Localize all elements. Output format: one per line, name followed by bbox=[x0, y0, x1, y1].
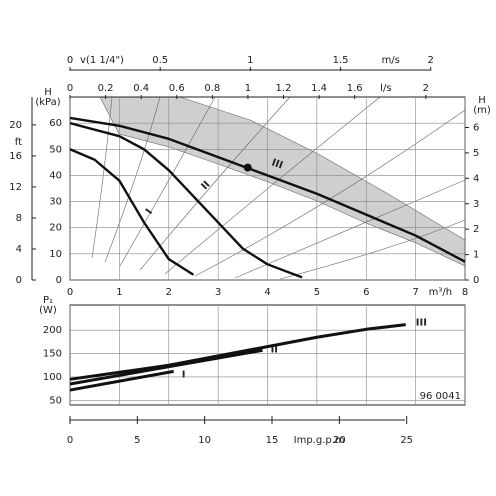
y2-unit: (m) bbox=[473, 105, 491, 116]
x-tick-label: 1 bbox=[116, 287, 122, 298]
top-tick-label: 2 bbox=[423, 83, 429, 94]
top-tick-label: 0.8 bbox=[204, 83, 220, 94]
top-tick-label: 0 bbox=[67, 83, 73, 94]
note: 96 0041 bbox=[420, 391, 461, 402]
curve bbox=[69, 348, 263, 386]
x-tick-label: 6 bbox=[363, 287, 369, 298]
y-tick-label: 200 bbox=[43, 325, 62, 336]
x2-tick-label: 25 bbox=[400, 435, 413, 446]
top-axis-label: v(1 1/4") bbox=[80, 55, 124, 66]
top-tick-label: 1.2 bbox=[276, 83, 292, 94]
x2-tick-label: 0 bbox=[67, 435, 73, 446]
series-label: II bbox=[199, 179, 212, 192]
x-tick-label: 7 bbox=[412, 287, 418, 298]
y2-tick-label: 0 bbox=[473, 275, 479, 286]
top-axis-unit: m/s bbox=[382, 55, 400, 66]
x-tick-label: 5 bbox=[314, 287, 320, 298]
series-label: I bbox=[144, 207, 155, 216]
y2-tick-label: 6 bbox=[473, 123, 479, 134]
y3-tick-label: 0 bbox=[16, 275, 22, 286]
top-tick-label: 1 bbox=[245, 83, 251, 94]
x2-label: Imp.g.p.m bbox=[294, 435, 345, 446]
x2-tick-label: 15 bbox=[266, 435, 279, 446]
top-axis-unit: l/s bbox=[380, 83, 391, 94]
curve bbox=[69, 323, 406, 381]
x-tick-label: 8 bbox=[462, 287, 468, 298]
y3-tick-label: 12 bbox=[9, 182, 22, 193]
x2-tick-label: 20 bbox=[333, 435, 346, 446]
curve bbox=[69, 369, 174, 392]
y2-tick-label: 4 bbox=[473, 173, 479, 184]
y2-label: H bbox=[478, 95, 486, 106]
top-tick-label: 1 bbox=[247, 55, 253, 66]
system-curves bbox=[91, 96, 466, 280]
x-tick-label: 2 bbox=[166, 287, 172, 298]
curve bbox=[69, 148, 195, 276]
y-unit: (W) bbox=[39, 305, 57, 316]
x-tick-label: 3 bbox=[215, 287, 221, 298]
y-tick-label: 20 bbox=[49, 223, 62, 234]
y2-tick-label: 2 bbox=[473, 224, 479, 235]
curve bbox=[69, 116, 466, 263]
top-tick-label: 0.6 bbox=[169, 83, 185, 94]
top-tick-label: 0.2 bbox=[98, 83, 114, 94]
y-label: H bbox=[44, 87, 52, 98]
y-tick-label: 150 bbox=[43, 349, 62, 360]
y2-tick-label: 3 bbox=[473, 199, 479, 210]
top-tick-label: 0.4 bbox=[133, 83, 149, 94]
y-tick-label: 60 bbox=[49, 118, 62, 129]
y-tick-label: 30 bbox=[49, 197, 62, 208]
x2-tick-label: 5 bbox=[134, 435, 140, 446]
y-tick-label: 40 bbox=[49, 170, 62, 181]
x-tick-label: 4 bbox=[264, 287, 270, 298]
y-label: P₁ bbox=[43, 295, 53, 306]
series-label: III bbox=[416, 318, 427, 329]
x-tick-label: 0 bbox=[67, 287, 73, 298]
top-tick-label: 1.5 bbox=[333, 55, 349, 66]
top-tick-label: 1.4 bbox=[311, 83, 327, 94]
y-tick-label: 10 bbox=[49, 249, 62, 260]
y-tick-label: 0 bbox=[56, 275, 62, 286]
top-tick-label: 0 bbox=[67, 55, 73, 66]
series-label: I bbox=[182, 369, 186, 380]
duty-point bbox=[243, 163, 252, 172]
top-tick-label: 2 bbox=[428, 55, 434, 66]
series-label: III bbox=[270, 157, 284, 171]
y2-tick-label: 1 bbox=[473, 250, 479, 261]
y3-tick-label: 4 bbox=[16, 244, 22, 255]
top-tick-label: 1.6 bbox=[347, 83, 363, 94]
curve bbox=[69, 121, 303, 279]
top-tick-label: 0.5 bbox=[152, 55, 168, 66]
y3-tick-label: 8 bbox=[16, 213, 22, 224]
y3-label: ft bbox=[15, 137, 22, 148]
y2-tick-label: 5 bbox=[473, 148, 479, 159]
y-unit: (kPa) bbox=[35, 97, 60, 108]
y3-tick-label: 20 bbox=[9, 120, 22, 131]
series-label: II bbox=[271, 344, 278, 355]
y-tick-label: 50 bbox=[49, 144, 62, 155]
y3-tick-label: 16 bbox=[9, 151, 22, 162]
y-tick-label: 50 bbox=[49, 395, 62, 406]
x2-tick-label: 10 bbox=[198, 435, 211, 446]
y-tick-label: 100 bbox=[43, 372, 62, 383]
x-label: m³/h bbox=[429, 287, 452, 298]
